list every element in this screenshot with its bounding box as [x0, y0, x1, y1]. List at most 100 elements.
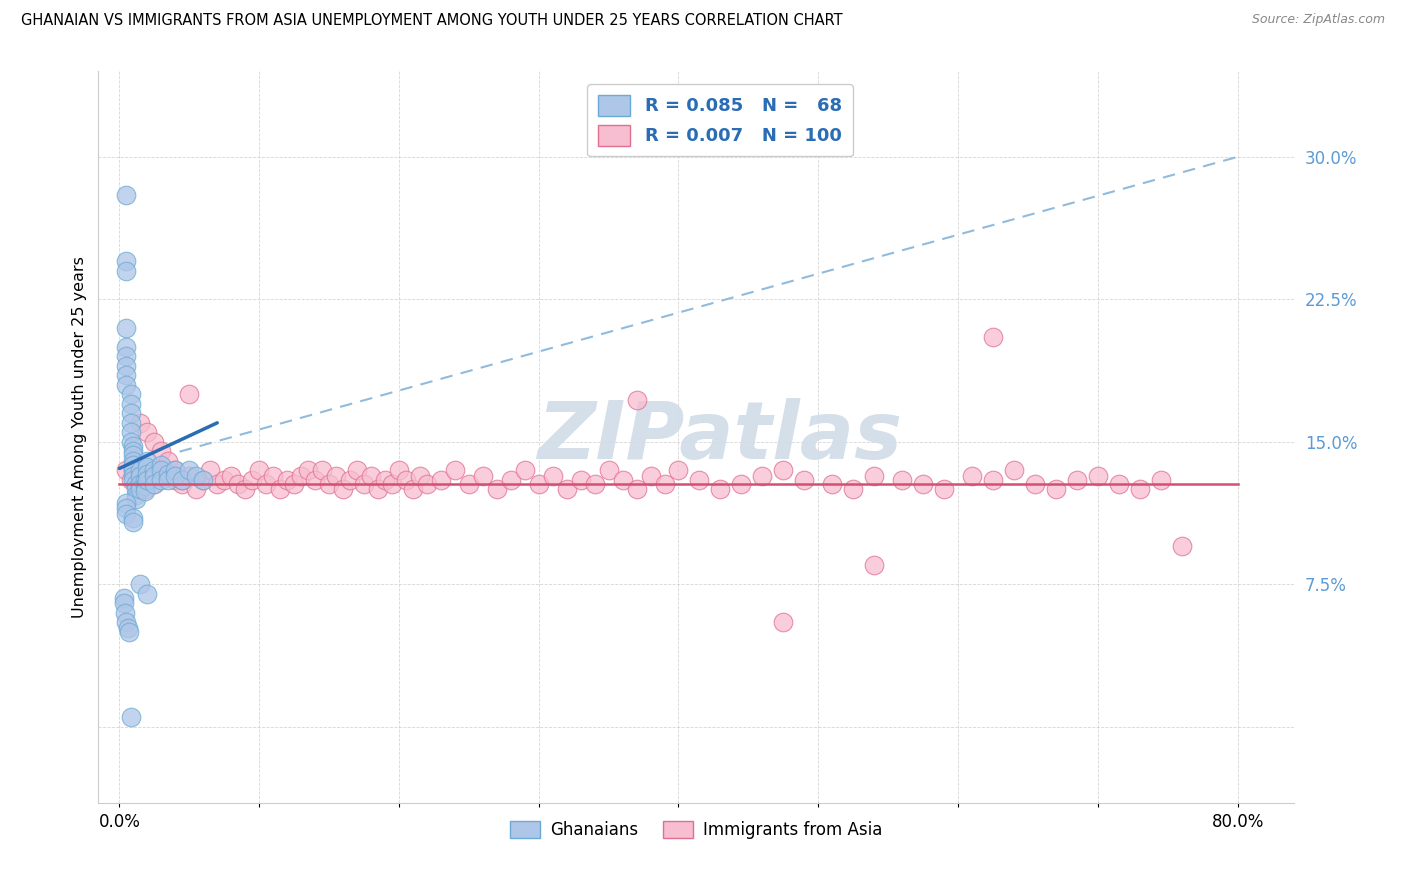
Point: [129, 469, 152, 483]
Point: [115, 187, 138, 202]
Point: [150, 463, 173, 477]
Point: [125, 483, 148, 497]
Point: [122, 469, 145, 483]
Point: [143, 469, 166, 483]
Point: [143, 476, 166, 491]
Point: [219, 469, 242, 483]
Point: [193, 473, 215, 487]
Point: [353, 476, 375, 491]
Point: [136, 473, 159, 487]
Point: [346, 463, 368, 477]
Legend: Ghanaians, Immigrants from Asia: Ghanaians, Immigrants from Asia: [503, 814, 889, 846]
Point: [311, 463, 333, 477]
Point: [981, 330, 1004, 344]
Point: [325, 469, 347, 483]
Point: [654, 476, 676, 491]
Point: [626, 392, 648, 407]
Point: [226, 476, 249, 491]
Point: [793, 473, 815, 487]
Point: [122, 463, 145, 477]
Point: [179, 387, 201, 401]
Point: [612, 473, 634, 487]
Point: [339, 473, 361, 487]
Point: [115, 359, 138, 373]
Point: [122, 511, 145, 525]
Point: [283, 476, 305, 491]
Point: [115, 377, 138, 392]
Point: [114, 606, 136, 620]
Point: [772, 615, 794, 630]
Point: [360, 469, 382, 483]
Point: [136, 425, 159, 440]
Point: [179, 469, 201, 483]
Text: Source: ZipAtlas.com: Source: ZipAtlas.com: [1251, 13, 1385, 27]
Point: [120, 397, 142, 411]
Point: [499, 473, 522, 487]
Point: [165, 463, 187, 477]
Point: [115, 321, 138, 335]
Point: [115, 615, 138, 630]
Point: [1024, 476, 1046, 491]
Point: [485, 483, 508, 497]
Point: [117, 621, 139, 635]
Point: [115, 349, 138, 363]
Point: [120, 710, 142, 724]
Point: [115, 501, 138, 516]
Point: [709, 483, 731, 497]
Point: [157, 473, 180, 487]
Point: [409, 469, 432, 483]
Point: [381, 476, 404, 491]
Point: [304, 473, 326, 487]
Point: [150, 444, 173, 458]
Point: [981, 473, 1004, 487]
Point: [122, 458, 145, 472]
Point: [583, 476, 606, 491]
Point: [430, 473, 453, 487]
Text: GHANAIAN VS IMMIGRANTS FROM ASIA UNEMPLOYMENT AMONG YOUTH UNDER 25 YEARS CORRELA: GHANAIAN VS IMMIGRANTS FROM ASIA UNEMPLO…: [21, 13, 842, 29]
Point: [136, 467, 159, 482]
Point: [125, 488, 148, 502]
Point: [143, 463, 166, 477]
Point: [640, 469, 662, 483]
Point: [863, 558, 886, 573]
Point: [112, 591, 135, 605]
Point: [134, 484, 156, 499]
Point: [120, 387, 142, 401]
Point: [688, 473, 710, 487]
Text: ZIPatlas: ZIPatlas: [537, 398, 903, 476]
Point: [863, 469, 886, 483]
Point: [165, 463, 187, 477]
Point: [772, 463, 794, 477]
Point: [112, 596, 135, 610]
Point: [912, 476, 935, 491]
Point: [129, 463, 152, 477]
Point: [134, 483, 156, 497]
Point: [157, 454, 180, 468]
Point: [150, 473, 173, 487]
Point: [1150, 473, 1173, 487]
Point: [122, 473, 145, 487]
Point: [932, 483, 955, 497]
Point: [115, 495, 138, 509]
Point: [247, 463, 270, 477]
Point: [129, 476, 152, 491]
Point: [730, 476, 752, 491]
Point: [269, 483, 291, 497]
Point: [388, 463, 411, 477]
Point: [129, 469, 152, 483]
Point: [143, 476, 166, 491]
Point: [122, 454, 145, 468]
Point: [120, 425, 142, 440]
Point: [143, 434, 166, 449]
Point: [186, 483, 208, 497]
Point: [200, 463, 222, 477]
Point: [1108, 476, 1130, 491]
Point: [136, 587, 159, 601]
Point: [240, 473, 263, 487]
Point: [598, 463, 620, 477]
Point: [122, 515, 145, 529]
Point: [150, 469, 173, 483]
Point: [207, 476, 229, 491]
Point: [172, 473, 194, 487]
Point: [125, 476, 148, 491]
